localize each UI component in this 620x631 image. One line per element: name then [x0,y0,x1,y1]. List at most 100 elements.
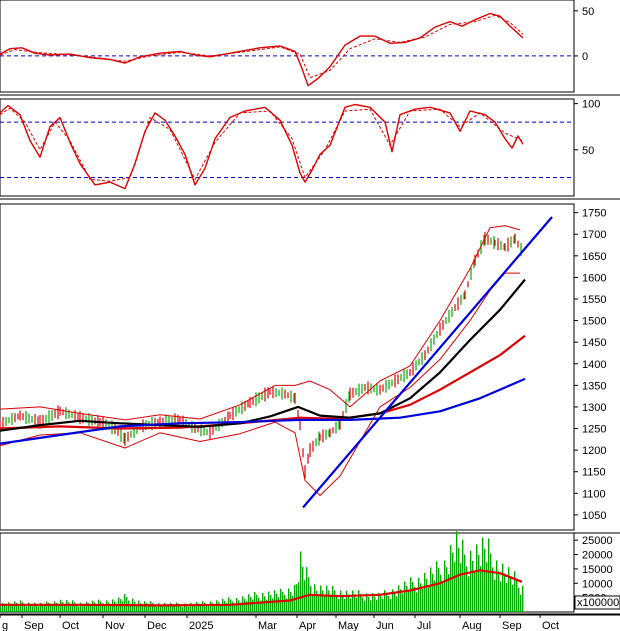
volume-bar [264,596,266,612]
volume-bar [206,604,208,612]
x-tick-label: Nov [105,620,125,631]
volume-bar [94,602,96,612]
volume-bar [320,585,322,612]
volume-bar [376,599,378,612]
volume-bar [408,590,410,612]
x-tick-label: Sep [24,620,44,631]
volume-bar [134,601,136,612]
volume-bar [168,606,170,612]
volume-bar [160,604,162,612]
price-frame [0,203,575,531]
y-tick-label: 1100 [582,488,606,500]
y-tick-label: 1600 [582,272,606,284]
x-tick-label: Mar [258,620,277,631]
volume-bar [108,602,110,612]
y-tick-label: 50 [582,145,594,157]
volume-bar [26,606,28,612]
y-tick-label: 1700 [582,229,606,241]
volume-bar [284,595,286,612]
volume-bar [352,590,354,612]
volume-bar [442,582,444,612]
volume-bar [326,585,328,612]
volume-bar [2,603,4,612]
x-tick-label: Sep [502,620,522,631]
volume-bar [162,606,164,612]
volume-bar [16,602,18,612]
stochastic-panel: 100 50 [0,98,620,200]
volume-bar [96,604,98,612]
volume-bar [38,606,40,612]
volume-bar [204,602,206,612]
volume-bar [172,604,174,612]
volume-bar [460,563,462,612]
volume-bar [480,566,482,612]
volume-bar [454,561,456,612]
x-tick-label: Dec [147,620,167,631]
volume-bar [90,605,92,612]
volume-bar [448,574,450,612]
volume-bar [218,602,220,612]
volume-bar [488,538,490,612]
volume-bar [420,583,422,612]
volume-bar [452,552,454,612]
volume-bar [86,601,88,612]
volume-bar [166,604,168,612]
volume-bar [12,605,14,612]
volume-bar [410,577,412,612]
volume-bar [178,604,180,612]
volume-series-1 [0,569,523,607]
volume-bar [154,604,156,612]
volume-bar [372,593,374,612]
x-tick-label: g [2,620,8,631]
volume-bar [428,584,430,612]
y-tick-label: 1650 [582,251,606,263]
stochastic-frame [0,98,575,197]
volume-bar [176,602,178,612]
volume-bar [238,600,240,612]
volume-bar [74,602,76,612]
volume-bar [522,585,524,612]
volume-bar [70,604,72,612]
volume-bar [508,567,510,612]
volume-bar [358,590,360,612]
volume-bar [312,593,314,612]
volume-bar [500,581,502,612]
y-tick-label: 1200 [582,445,606,457]
volume-bar [18,604,20,612]
volume-bar [498,571,500,612]
volume-bar [116,603,118,612]
volume-bar [170,602,172,612]
volume-bar [394,592,396,612]
volume-bar [140,603,142,612]
volume-bar [66,600,68,612]
volume-bar [180,605,182,612]
volume-bar [388,595,390,612]
volume-bar [148,604,150,612]
unit-label: x100000 [577,597,619,609]
volume-bar [192,604,194,612]
volume-bar [440,574,442,612]
volume-bar [50,604,52,612]
volume-bar [302,566,304,612]
volume-bar [330,595,332,612]
y-tick-label: 1300 [582,402,606,414]
volume-bar [392,589,394,612]
volume-bar [416,592,418,612]
volume-bar [28,602,30,612]
volume-bar [406,585,408,612]
volume-bar [210,601,212,612]
volume-bar [362,597,364,612]
y-tick-label: 0 [582,51,588,63]
volume-bar [518,587,520,612]
volume-bar [368,596,370,612]
volume-bar [6,606,8,612]
y-tick-label: 25000 [582,535,613,547]
volume-bar [458,547,460,612]
volume-bar [46,601,48,612]
volume-bar [24,604,26,612]
x-tick-label: Oct [542,620,559,631]
volume-bar [340,590,342,612]
x-tick-label: Oct [62,620,79,631]
volume-bar [322,590,324,612]
volume-bar [114,601,116,612]
